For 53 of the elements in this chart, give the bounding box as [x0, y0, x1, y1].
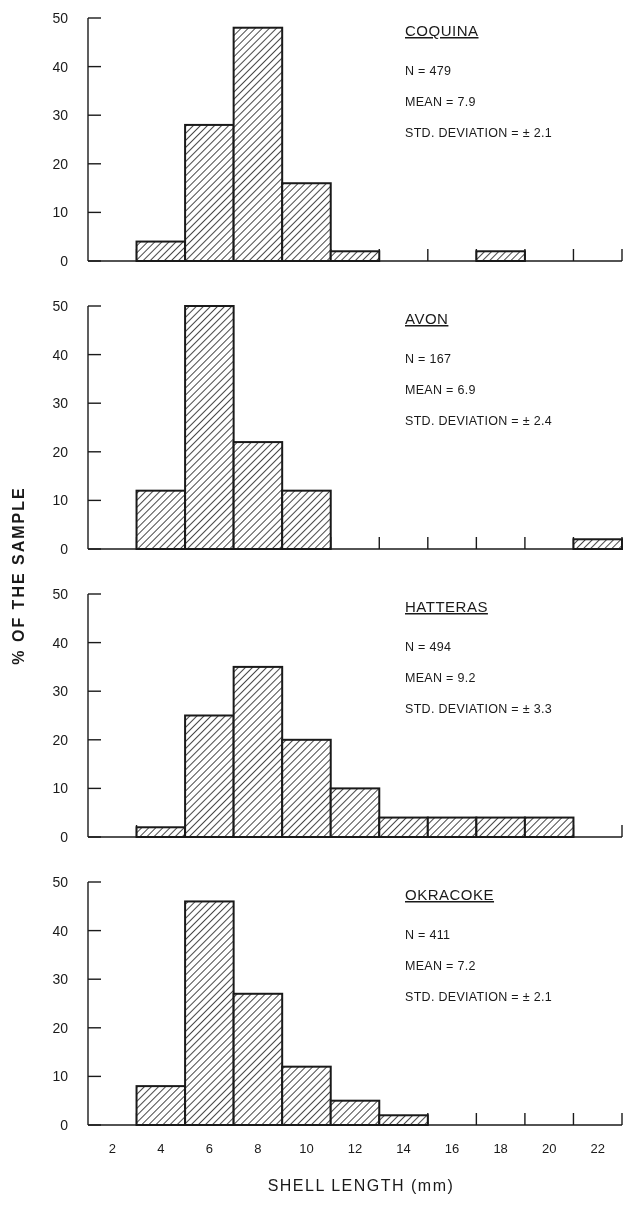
x-tick-label: 4	[157, 1141, 165, 1156]
annotation: MEAN = 7.9	[405, 95, 476, 109]
y-tick-label: 50	[52, 10, 69, 26]
annotation: STD. DEVIATION = ± 3.3	[405, 702, 552, 716]
annotation: MEAN = 9.2	[405, 671, 476, 685]
x-tick-label: 6	[205, 1141, 213, 1156]
y-tick-label: 30	[52, 395, 69, 412]
y-tick-label: 0	[60, 1117, 69, 1133]
y-axis-title: % OF THE SAMPLE	[10, 486, 27, 665]
y-tick-label: 30	[52, 683, 69, 700]
x-tick-label: 22	[590, 1141, 605, 1156]
y-tick-label: 0	[60, 253, 69, 269]
chart-title: AVON	[405, 310, 449, 327]
y-tick-label: 50	[52, 298, 69, 314]
chart-title: COQUINA	[405, 22, 479, 39]
annotation: N = 494	[405, 640, 452, 654]
x-tick-label: 12	[347, 1141, 363, 1156]
y-tick-label: 10	[52, 204, 69, 221]
y-tick-label: 30	[52, 107, 69, 124]
x-tick-label: 2	[108, 1141, 116, 1156]
annotation: MEAN = 7.2	[405, 959, 476, 973]
x-tick-label: 8	[254, 1141, 262, 1156]
y-tick-label: 20	[52, 731, 69, 748]
y-tick-label: 30	[52, 971, 69, 988]
y-tick-label: 40	[52, 346, 69, 363]
annotation: MEAN = 6.9	[405, 383, 476, 397]
x-axis-title: SHELL LENGTH (mm)	[267, 1177, 455, 1194]
y-tick-label: 40	[52, 634, 69, 651]
annotation: N = 411	[405, 928, 451, 942]
y-tick-label: 10	[52, 780, 69, 797]
x-tick-label: 10	[299, 1141, 314, 1156]
y-tick-label: 10	[52, 1068, 69, 1085]
x-tick-label: 18	[493, 1141, 508, 1156]
y-tick-label: 0	[60, 541, 69, 557]
annotation: STD. DEVIATION = ± 2.1	[405, 990, 552, 1004]
annotation: N = 167	[405, 352, 452, 366]
y-tick-label: 50	[52, 586, 69, 602]
y-tick-label: 50	[52, 874, 69, 890]
x-tick-label: 14	[396, 1141, 411, 1156]
x-tick-label: 20	[541, 1141, 557, 1156]
annotation: STD. DEVIATION = ± 2.4	[405, 414, 552, 428]
chart-title: HATTERAS	[405, 598, 488, 615]
chart-title: OKRACOKE	[405, 886, 495, 903]
y-tick-label: 0	[60, 829, 69, 845]
annotation: STD. DEVIATION = ± 2.1	[405, 126, 552, 140]
y-tick-label: 10	[52, 492, 69, 509]
y-tick-label: 20	[52, 155, 69, 172]
annotation: N = 479	[405, 64, 452, 78]
y-tick-label: 40	[52, 922, 69, 939]
x-tick-label: 16	[444, 1141, 460, 1156]
y-tick-label: 20	[52, 1019, 69, 1036]
y-tick-label: 40	[52, 58, 69, 75]
y-tick-label: 20	[52, 443, 69, 460]
